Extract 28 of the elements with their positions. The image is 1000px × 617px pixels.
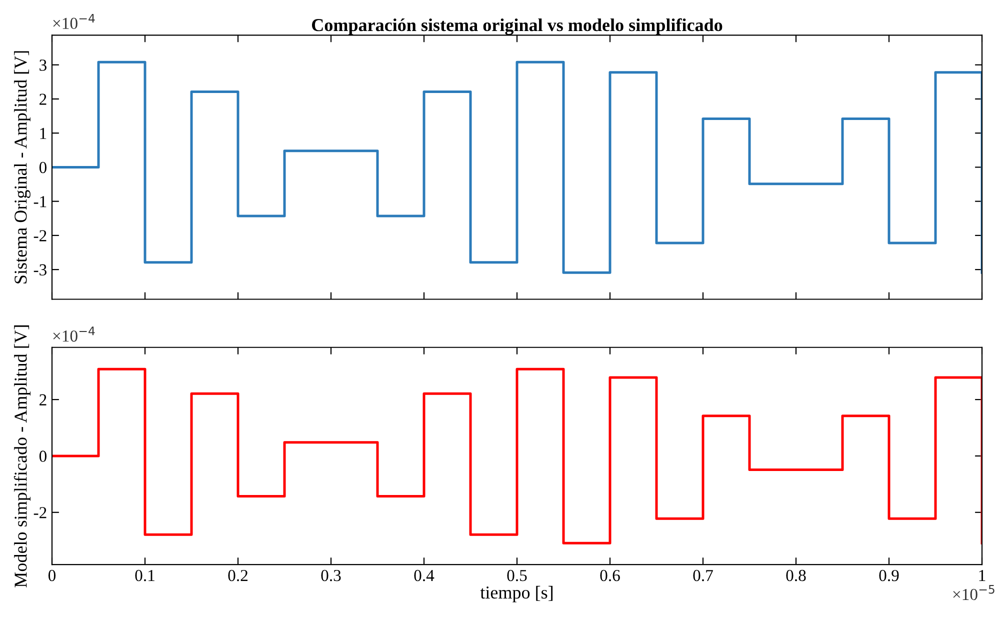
x-tick-label: 0.4 (414, 570, 434, 582)
y-tick-label: -2 (34, 230, 46, 242)
x-tick-label: 0.1 (135, 570, 154, 582)
x-tick-label: 0 (48, 570, 56, 582)
y-tick-label: 0 (39, 162, 47, 174)
text: ×10$^{−4}$ (53, 326, 95, 342)
text: ×10$^{−5}$ (953, 585, 994, 600)
y-tick-label: 1 (40, 128, 46, 139)
x-tick-label: 1 (979, 570, 986, 581)
x-tick-label: 0.3 (321, 570, 341, 582)
x-tick-label: 0.9 (879, 570, 899, 582)
y-tick-label: 3 (40, 60, 46, 71)
x-tick-label: 0.2 (228, 570, 248, 582)
x-tick-label: 0.5 (507, 570, 527, 582)
x-tick-label: 0.8 (786, 570, 806, 582)
y-tick-label: -2 (34, 507, 46, 518)
y-axis-title: Modelo simplificado - Amplitud [V] (14, 325, 30, 588)
x-tick-label: 0.7 (693, 570, 713, 582)
y-tick-label: -1 (34, 196, 46, 208)
chart-title: Comparación sistema original vs modelo simplificado (312, 18, 722, 35)
y-tick-label: 0 (39, 450, 47, 462)
text: ×10$^{−4}$ (53, 14, 95, 30)
x-axis-title: tiempo [s] (480, 586, 553, 602)
y-tick-label: 2 (40, 94, 46, 105)
y-axis-title: Sistema Original - Amplitud [V] (14, 51, 30, 284)
y-tick-label: -3 (34, 264, 46, 276)
y-tick-label: 2 (40, 394, 46, 406)
x-tick-label: 0.6 (600, 570, 620, 582)
